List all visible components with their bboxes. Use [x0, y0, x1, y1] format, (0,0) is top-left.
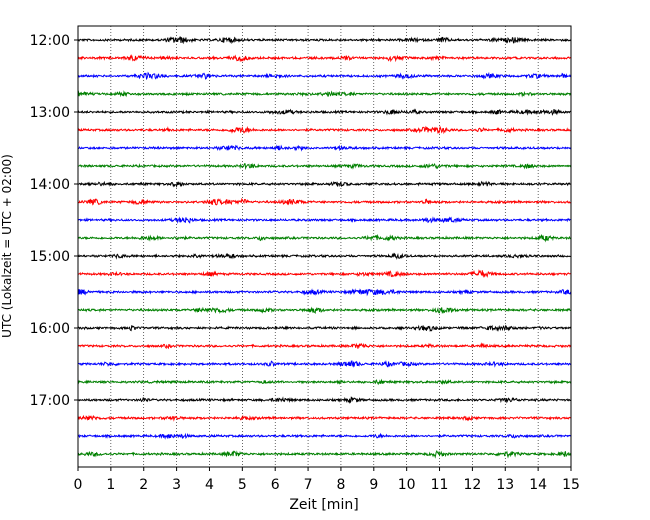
y-tick-label: 14:00: [30, 177, 70, 193]
x-tick-label: 0: [74, 477, 83, 493]
seismogram-trace: [77, 360, 572, 368]
y-axis-ticks: 12:00 13:00 14:00 15:00 16:00 17:00: [30, 33, 78, 409]
x-axis-ticks: 0 1 2 3 4 5 6 7 8 9 10 11 12 13 14 15: [74, 467, 580, 493]
plot-frame: [77, 25, 572, 468]
x-tick-label: 8: [336, 477, 345, 493]
seismogram-trace: [77, 288, 572, 297]
x-tick-label: 6: [271, 477, 280, 493]
seismogram-trace: [77, 162, 572, 171]
seismogram-trace: [77, 252, 572, 260]
x-tick-label: 10: [398, 477, 416, 493]
y-tick-label: 13:00: [30, 105, 70, 121]
x-tick-label: 11: [431, 477, 449, 493]
seismogram-trace: [77, 396, 572, 404]
seismogram-trace: [77, 54, 572, 63]
x-axis-label: Zeit [min]: [289, 497, 358, 513]
x-tick-label: 14: [529, 477, 547, 493]
seismogram-trace: [77, 449, 572, 459]
seismogram-trace: [77, 180, 572, 188]
seismogram-trace: [77, 269, 572, 278]
y-tick-label: 15:00: [30, 249, 70, 265]
x-tick-label: 3: [172, 477, 181, 493]
seismogram-trace: [77, 108, 572, 116]
seismogram-traces: [77, 36, 572, 459]
plot-area: [78, 26, 571, 467]
seismogram-trace: [77, 216, 572, 224]
seismogram-trace: [77, 324, 572, 332]
x-tick-label: 15: [562, 477, 580, 493]
seismogram-trace: [77, 432, 572, 440]
seismogram-trace: [77, 378, 572, 386]
seismogram-trace: [77, 342, 572, 350]
seismogram-trace: [77, 71, 572, 81]
seismogram-trace: [77, 125, 572, 135]
x-tick-label: 12: [463, 477, 481, 493]
y-tick-label: 17:00: [30, 393, 70, 409]
seismogram-trace: [77, 144, 572, 152]
seismogram-trace: [77, 197, 572, 206]
x-tick-label: 13: [496, 477, 514, 493]
seismogram-trace: [77, 36, 572, 45]
y-tick-label: 16:00: [30, 321, 70, 337]
x-tick-label: 9: [369, 477, 378, 493]
seismogram-trace: [77, 233, 572, 243]
x-tick-label: 5: [238, 477, 247, 493]
seismogram-trace: [77, 90, 572, 98]
x-tick-label: 4: [205, 477, 214, 493]
x-tick-label: 7: [304, 477, 313, 493]
seismogram-trace: [77, 306, 572, 314]
y-axis-label: UTC (Lokalzeit = UTC + 02:00): [0, 154, 14, 338]
seismogram-trace: [77, 414, 572, 422]
x-tick-label: 1: [106, 477, 115, 493]
y-tick-label: 12:00: [30, 33, 70, 49]
x-tick-label: 2: [139, 477, 148, 493]
